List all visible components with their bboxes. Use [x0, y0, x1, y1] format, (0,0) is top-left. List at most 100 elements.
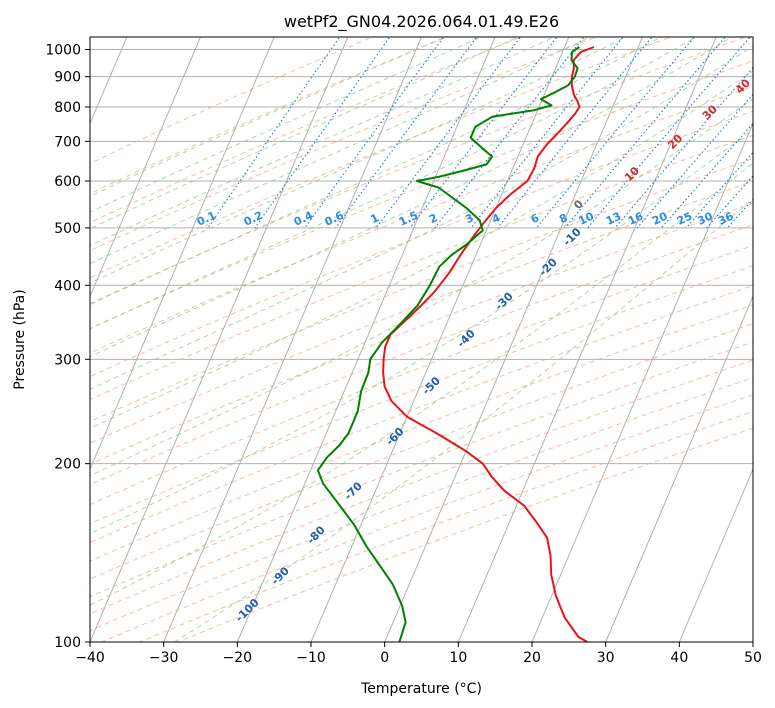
dry-adiabat-label: -30 — [493, 290, 516, 313]
mixing-ratio-line — [207, 37, 341, 229]
mixing-ratio-line — [409, 37, 558, 229]
mixing-ratio-line — [636, 93, 753, 229]
mixing-ratio-label: 16 — [626, 209, 646, 227]
dry-adiabat-label: -90 — [269, 564, 292, 587]
moist-adiabat — [90, 37, 592, 265]
temperature-profile-line — [382, 46, 595, 642]
moist-adiabat — [90, 37, 483, 213]
dry-adiabat-label: 0 — [571, 197, 586, 212]
dry-adiabat — [90, 60, 753, 330]
isotherm-line — [531, 122, 753, 642]
dry-adiabat-label: -60 — [383, 425, 406, 448]
mixing-ratio-line — [660, 122, 753, 229]
dry-adiabat — [90, 37, 673, 279]
y-tick-label: 200 — [54, 457, 81, 473]
isotherm-line — [236, 37, 496, 642]
mixing-ratio-line — [685, 151, 753, 229]
mixing-ratio-label: 0.1 — [195, 209, 218, 229]
dry-adiabat — [90, 180, 753, 444]
line-labels: 0.1 0.2 0.4 0.6 1 1.5 2 3 4 6 8 10 13 16 20 25 30 36-100-… — [195, 76, 753, 624]
mixing-ratio-label: 3 — [463, 211, 475, 226]
mixing-ratio-line — [706, 175, 753, 229]
mixing-ratio-label: 0.2 — [242, 209, 265, 229]
dry-adiabat — [90, 158, 753, 423]
dry-adiabat — [90, 341, 753, 598]
mixing-ratio-label: 1.5 — [397, 209, 420, 229]
mixing-ratio-line — [470, 37, 624, 229]
x-tick-label: −10 — [296, 650, 326, 666]
dry-adiabat-label: -70 — [342, 479, 365, 502]
profile-series — [316, 46, 595, 642]
mixing-ratio-line — [254, 37, 391, 229]
mixing-ratio-label: 13 — [604, 210, 623, 228]
isotherm-line — [90, 37, 201, 298]
mixing-ratio-label: 30 — [695, 209, 715, 227]
x-tick-label: −20 — [223, 650, 253, 666]
dry-adiabat-label: 40 — [733, 76, 753, 96]
isotherm-line — [605, 295, 753, 642]
dry-adiabat — [90, 37, 598, 252]
dry-adiabat-label: -10 — [561, 225, 584, 248]
moist-adiabat — [90, 37, 662, 306]
x-tick-label: 20 — [523, 650, 541, 666]
dry-adiabat — [90, 85, 753, 354]
dewpoint-profile-line — [316, 46, 580, 642]
mixing-ratio-line — [726, 198, 753, 229]
dry-adiabat-label: 30 — [700, 102, 720, 122]
dry-adiabat — [90, 37, 374, 164]
moist-adiabat — [90, 37, 627, 284]
y-axis: 1000 900 800 700 600 500 400 300 200 100 — [45, 43, 90, 651]
mixing-ratio-lines — [207, 37, 753, 229]
isotherm-line — [310, 37, 570, 642]
isotherm-line — [457, 37, 717, 642]
x-tick-label: −40 — [75, 650, 105, 666]
mixing-ratio-line — [375, 37, 522, 229]
x-tick-label: 50 — [744, 650, 762, 666]
mixing-ratio-label: 10 — [577, 209, 597, 227]
mixing-ratio-line — [587, 37, 751, 229]
plot-frame — [89, 36, 754, 643]
isotherm-line — [90, 37, 349, 642]
y-axis-label: Pressure (hPa) — [12, 289, 28, 389]
moist-adiabat — [90, 98, 753, 477]
moist-adiabat — [90, 37, 520, 230]
isotherm-line — [678, 467, 753, 642]
mixing-ratio-line — [304, 37, 445, 229]
dry-adiabat-label: -20 — [537, 255, 560, 278]
dry-adiabat — [90, 265, 753, 525]
y-tick-label: 700 — [54, 134, 81, 150]
x-axis-label: Temperature (°C) — [360, 681, 482, 697]
mixing-ratio-label: 36 — [716, 209, 736, 227]
x-tick-label: 40 — [670, 650, 688, 666]
isotherm-line — [384, 37, 643, 642]
dry-adiabats — [90, 37, 753, 642]
y-tick-label: 300 — [54, 352, 81, 368]
chart-title: wetPf2_GN04.2026.064.01.49.E26 — [284, 12, 559, 32]
dry-adiabat — [101, 394, 753, 642]
dry-adiabat — [90, 134, 753, 401]
isotherm-line — [752, 640, 753, 642]
dry-adiabat — [90, 37, 448, 195]
dry-adiabat — [90, 304, 753, 562]
y-tick-label: 400 — [54, 278, 81, 294]
dry-adiabat — [90, 359, 753, 615]
mixing-ratio-label: 1 — [369, 211, 381, 226]
x-axis: −40 −30 −20 −10 0 10 20 30 40 50 — [75, 642, 762, 666]
moist-adiabat — [90, 128, 753, 535]
dry-adiabat — [90, 202, 753, 465]
y-tick-label: 500 — [54, 221, 81, 237]
mixing-ratio-line — [497, 37, 653, 229]
y-tick-label: 900 — [54, 70, 81, 86]
y-tick-label: 100 — [54, 635, 81, 651]
y-tick-label: 1000 — [45, 43, 81, 59]
isotherm-line — [90, 37, 275, 471]
dry-adiabat-label: -80 — [305, 523, 328, 546]
y-tick-label: 600 — [54, 174, 81, 190]
x-tick-label: −30 — [149, 650, 179, 666]
mixing-ratio-label: 25 — [675, 210, 694, 228]
isotherm-line — [163, 37, 422, 642]
x-tick-label: 10 — [449, 650, 467, 666]
moist-adiabat — [90, 37, 447, 197]
mixing-ratio-line — [614, 66, 753, 229]
